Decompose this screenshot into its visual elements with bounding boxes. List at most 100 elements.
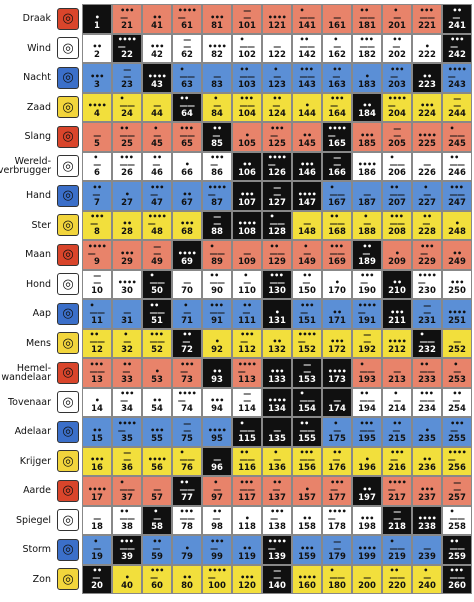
kin-number: 135 xyxy=(268,433,286,444)
tone-numeral: ••• —— xyxy=(419,389,436,405)
tone-numeral: ••• —— xyxy=(299,64,316,81)
tone-numeral: •• — xyxy=(92,182,102,199)
tone-numeral: ••• xyxy=(300,543,314,553)
tone-numeral: •• —— xyxy=(179,477,196,494)
kin-number: 68 xyxy=(181,227,193,237)
day-sign-glyphs: ◎ ◎ ◎ ◎ ◎ ◎ ◎ ◎ ◎ ◎ ◎ ◎ ◎ ◎ ◎ ◎ ◎ ◎ ◎ ◎ xyxy=(54,4,82,594)
tone-numeral: •••• xyxy=(207,42,227,51)
kin-cell: •• —85 xyxy=(202,122,232,152)
kin-cell: •• —— 155 xyxy=(292,417,322,447)
kin-cell: •• —— 51 xyxy=(142,299,172,329)
kin-number: 85 xyxy=(211,138,223,149)
tone-numeral: • xyxy=(94,396,100,405)
kin-cell: • 27 xyxy=(112,181,142,211)
tone-numeral: •• —— xyxy=(299,35,316,51)
earth-glyph-icon: ◎ xyxy=(57,479,79,502)
kin-number: 4 xyxy=(94,109,100,119)
tone-numeral: •• — xyxy=(272,94,282,110)
tone-numeral: •••• xyxy=(297,573,317,582)
kin-number: 101 xyxy=(238,20,256,31)
kin-cell: ••• 55 xyxy=(142,417,172,447)
tone-numeral: • —— xyxy=(389,536,406,553)
tone-numeral: — — xyxy=(393,123,401,140)
kin-cell: ••• 94 xyxy=(202,387,232,417)
kin-number: 120 xyxy=(238,581,256,591)
kin-cell: •• —228 xyxy=(412,210,442,240)
tone-numeral: •••• — xyxy=(387,477,407,494)
kin-cell: • 1 xyxy=(82,4,112,34)
kin-cell: • 14 xyxy=(82,387,112,417)
kin-cell: •• —— 181 xyxy=(352,4,382,34)
kin-number: 257 xyxy=(448,492,466,503)
kin-cell: —252 xyxy=(442,328,472,358)
tone-numeral: • xyxy=(424,42,430,51)
tone-numeral: ••• — xyxy=(270,507,284,523)
tone-numeral: — — xyxy=(363,330,371,346)
kin-cell: •• —— 77 xyxy=(172,476,202,506)
tone-numeral: • — xyxy=(423,566,431,582)
sign-label-19: Zon xyxy=(32,573,51,585)
tone-numeral: •• — xyxy=(152,536,162,553)
kin-cell: •••• 17 xyxy=(82,476,112,506)
kin-number: 137 xyxy=(268,492,286,503)
kin-number: 177 xyxy=(328,492,346,503)
warrior-glyph-icon: ◎ xyxy=(57,450,79,473)
kin-number: 195 xyxy=(358,433,376,444)
kin-number: 55 xyxy=(151,433,163,444)
kin-number: 102 xyxy=(238,50,256,60)
kin-cell: • 248 xyxy=(442,210,472,240)
kin-number: 172 xyxy=(328,345,346,355)
kin-cell: ••• —125 xyxy=(262,122,292,152)
kin-cell: •••• —256 xyxy=(442,446,472,476)
kin-cell: —5 xyxy=(82,122,112,152)
tone-numeral: • xyxy=(244,514,250,523)
kin-cell: ••• —8 xyxy=(82,210,112,240)
kin-cell: ••• —229 xyxy=(412,240,442,270)
tone-numeral: ••• —— xyxy=(179,507,196,523)
kin-cell: •••• 30 xyxy=(112,269,142,299)
kin-cell: • 222 xyxy=(412,33,442,63)
tone-numeral: • xyxy=(244,130,250,140)
tone-numeral: •••• xyxy=(417,514,437,523)
kin-cell: • —— 128 xyxy=(262,210,292,240)
day-sign-labels: Draak Wind Nacht Zaad Slang Wereld-overbrugge… xyxy=(0,4,54,594)
kin-cell: •• —20 xyxy=(82,564,112,594)
tone-numeral: ••• —— xyxy=(389,212,406,228)
kin-number: 131 xyxy=(268,315,286,326)
tone-numeral: ••• —— xyxy=(209,300,226,317)
kin-cell: •••• —87 xyxy=(202,181,232,211)
sign-label-16: Aarde xyxy=(23,485,51,497)
kin-cell: •• 236 xyxy=(412,446,442,476)
kin-cell: •••• —178 xyxy=(322,505,352,535)
sign-glyph-cell-3: ◎ xyxy=(54,93,82,123)
kin-number: 227 xyxy=(418,197,436,208)
tone-numeral: • —— xyxy=(449,123,466,140)
kin-number: 158 xyxy=(298,522,316,532)
kin-number: 96 xyxy=(211,463,223,473)
kin-number: 125 xyxy=(268,138,286,149)
kin-number: 107 xyxy=(238,197,256,208)
tone-numeral: •• — xyxy=(182,330,192,346)
kin-number: 30 xyxy=(121,286,133,296)
kin-number: 118 xyxy=(238,522,256,532)
kin-number: 199 xyxy=(358,551,376,562)
kin-number: 42 xyxy=(151,50,163,60)
eagle-glyph-icon: ◎ xyxy=(57,420,79,443)
sign-glyph-cell-19: ◎ xyxy=(54,565,82,595)
kin-number: 141 xyxy=(298,20,316,31)
tone-numeral: • —— xyxy=(299,5,316,22)
kin-cell: •• —137 xyxy=(262,476,292,506)
kin-number: 52 xyxy=(151,345,163,355)
kin-number: 176 xyxy=(328,463,346,473)
kin-cell: • —45 xyxy=(142,122,172,152)
tone-numeral: •• —— xyxy=(419,359,436,376)
kin-number: 190 xyxy=(358,286,376,296)
tone-numeral: • — xyxy=(93,536,101,553)
tone-numeral: — — xyxy=(393,507,401,523)
sign-label-14: Adelaar xyxy=(14,426,51,438)
kin-cell: ••• —60 xyxy=(142,564,172,594)
kin-cell: —109 xyxy=(232,240,262,270)
tone-numeral: •••• xyxy=(87,484,107,494)
kin-number: 73 xyxy=(181,374,193,385)
kin-cell: • —6 xyxy=(82,151,112,181)
